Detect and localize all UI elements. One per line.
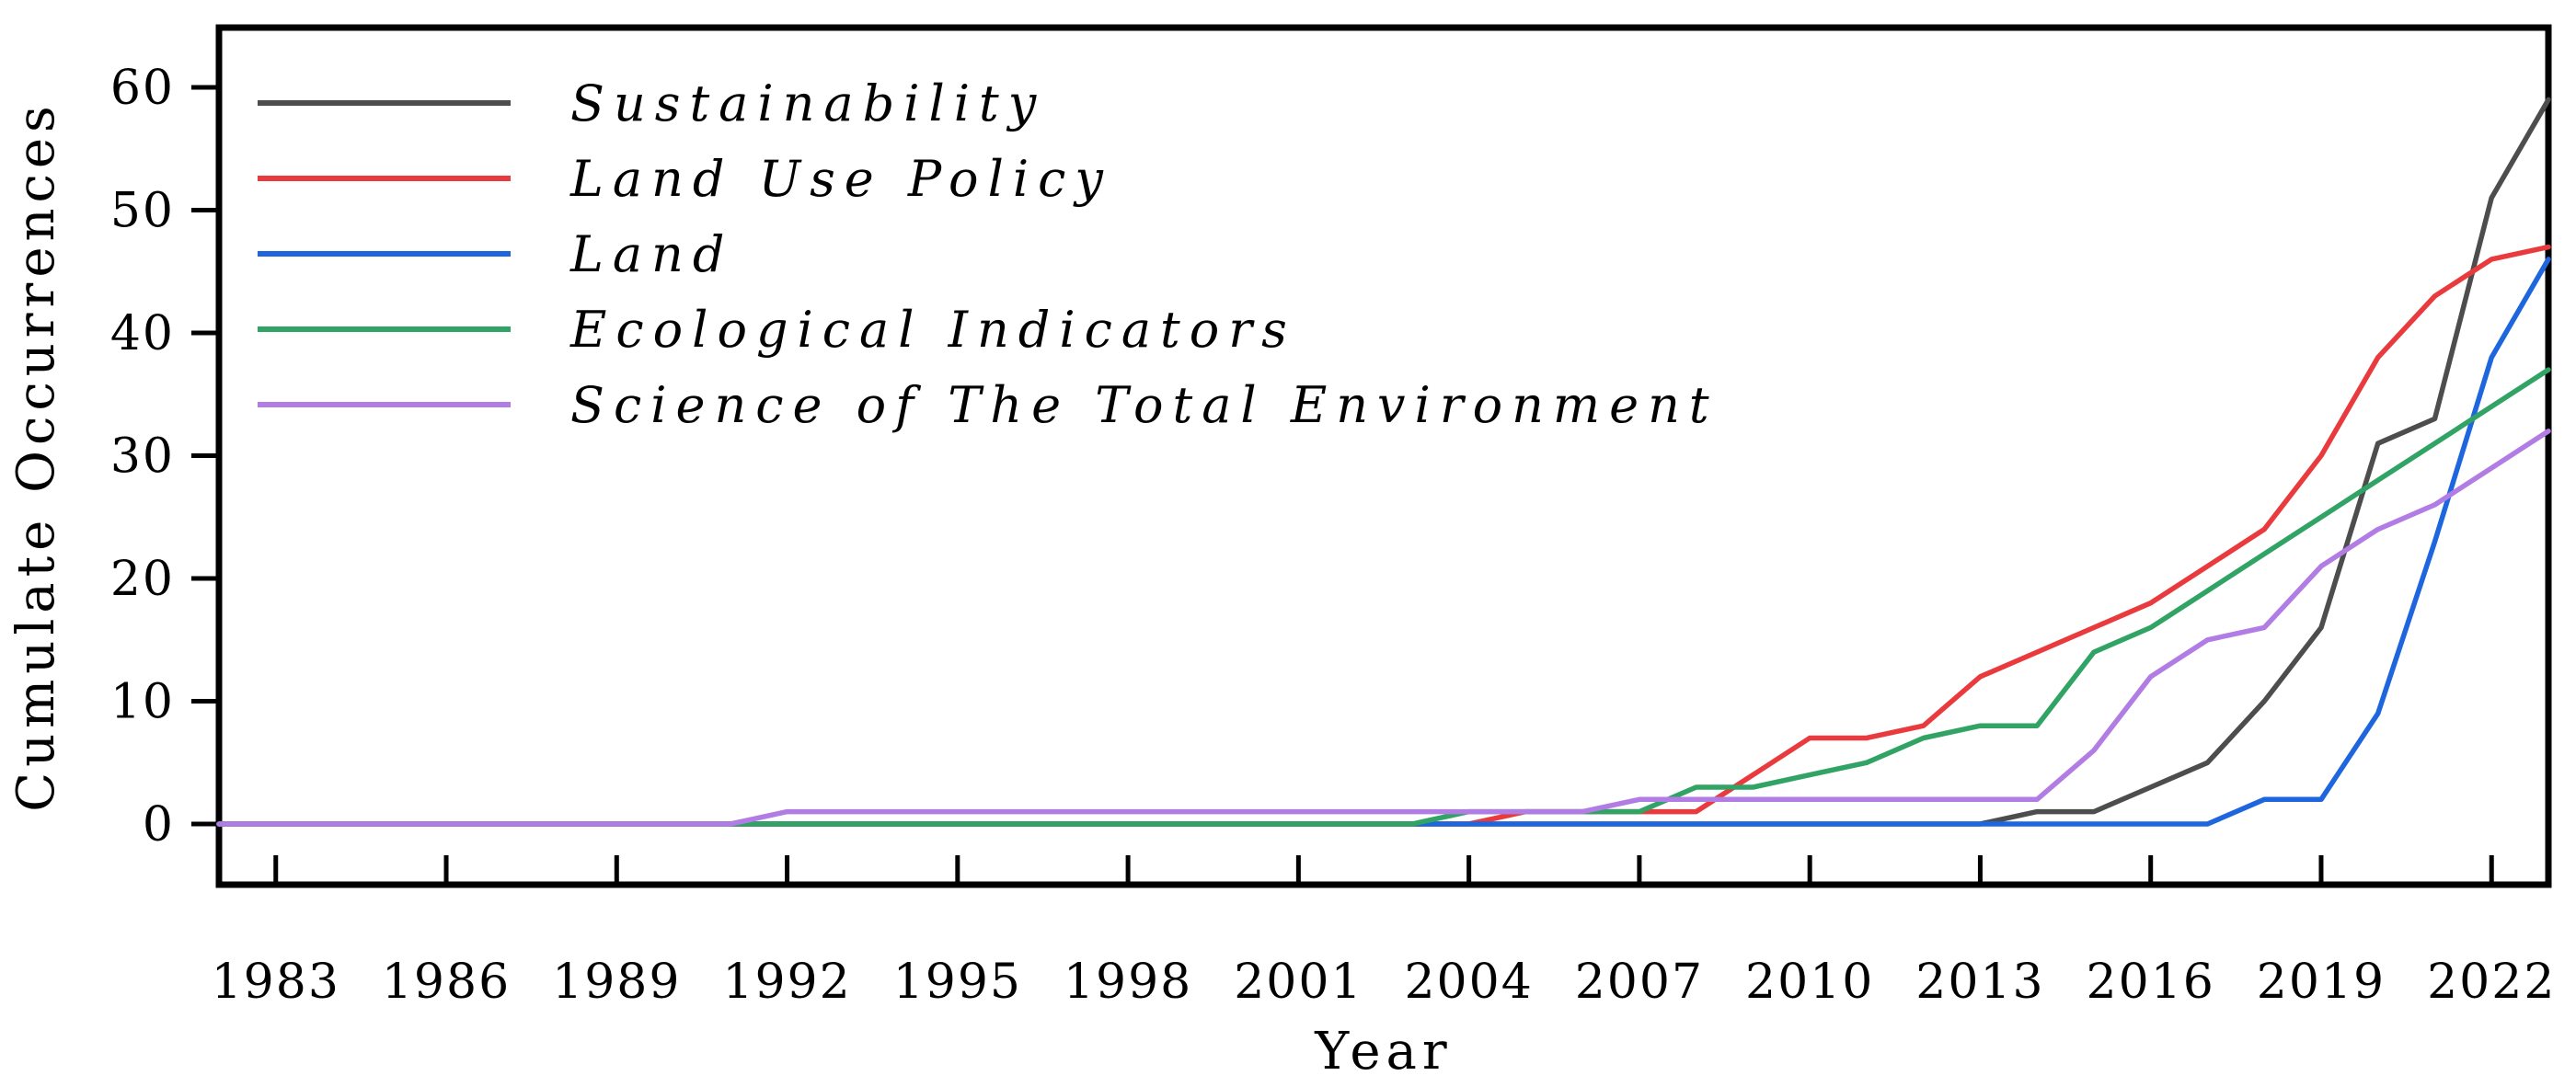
x-axis-title: Year [1314, 1022, 1452, 1081]
x-tick-label: 2004 [1404, 955, 1533, 1010]
x-tick-label: 2019 [2257, 955, 2386, 1010]
y-tick-label: 10 [110, 675, 175, 730]
x-tick-label: 2022 [2427, 955, 2556, 1010]
x-tick-label: 2007 [1575, 955, 1704, 1010]
legend-label-land: Land [569, 225, 733, 283]
series-line-ecological-indicators [216, 367, 2551, 827]
y-tick-label: 40 [110, 306, 175, 361]
x-tick-label: 1989 [552, 955, 681, 1010]
series-line-science-of-the-total-environment [216, 429, 2551, 827]
x-tick-label: 2013 [1915, 955, 2044, 1010]
x-tick-label: 2016 [2087, 955, 2215, 1010]
x-tick-label: 1998 [1064, 955, 1192, 1010]
y-axis-title: Cumulate Occurrences [6, 100, 66, 812]
y-tick-label: 0 [143, 797, 175, 852]
x-tick-label: 1995 [893, 955, 1022, 1010]
y-tick-label: 60 [110, 61, 175, 116]
y-tick-label: 20 [110, 552, 175, 607]
series-line-land [216, 257, 2551, 827]
x-tick-label: 1986 [382, 955, 511, 1010]
plot-border [215, 24, 2552, 888]
x-tick-label: 1983 [212, 955, 340, 1010]
legend-label-land-use-policy: Land Use Policy [569, 150, 1112, 208]
series-line-sustainability [216, 97, 2551, 827]
y-tick-label: 30 [110, 429, 175, 485]
series-line-land-use-policy [216, 244, 2551, 827]
x-tick-label: 2001 [1234, 955, 1363, 1010]
legend-label-sustainability: Sustainability [570, 74, 1045, 132]
legend-label-ecological-indicators: Ecological Indicators [569, 301, 1296, 359]
x-tick-label: 1992 [722, 955, 851, 1010]
legend-label-science-of-the-total-environment: Science of The Total Environment [570, 376, 1719, 434]
x-tick-label: 2010 [1745, 955, 1874, 1010]
y-tick-label: 50 [110, 184, 175, 239]
